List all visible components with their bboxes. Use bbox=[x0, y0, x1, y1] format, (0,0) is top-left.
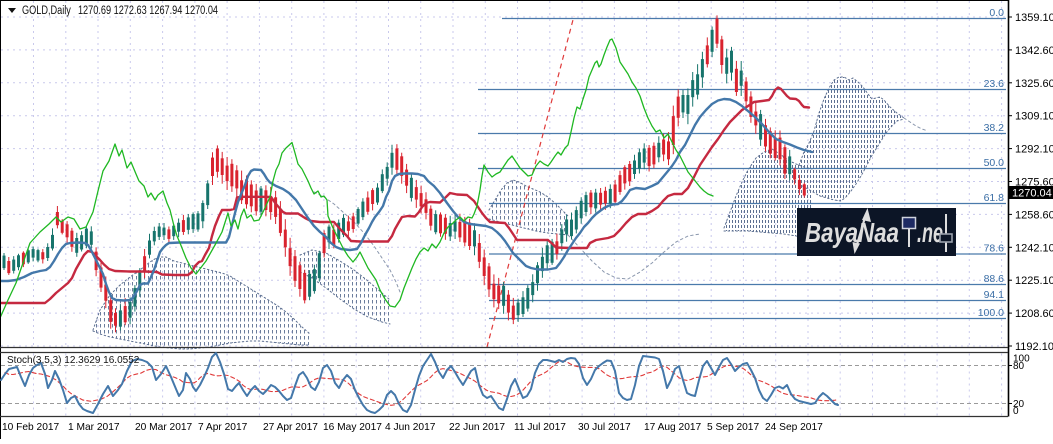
svg-text:1292.10: 1292.10 bbox=[1015, 144, 1053, 156]
svg-text:1192.10: 1192.10 bbox=[1015, 341, 1053, 353]
svg-text:1242.10: 1242.10 bbox=[1015, 242, 1053, 254]
svg-text:61.8: 61.8 bbox=[984, 192, 1005, 204]
svg-text:1225.10: 1225.10 bbox=[1015, 275, 1053, 287]
svg-text:1270.04: 1270.04 bbox=[1012, 188, 1052, 200]
svg-text:1275.60: 1275.60 bbox=[1015, 177, 1053, 189]
svg-text:1359.10: 1359.10 bbox=[1015, 12, 1053, 24]
svg-text:1 Mar 2017: 1 Mar 2017 bbox=[68, 422, 120, 433]
svg-text:22 Jun 2017: 22 Jun 2017 bbox=[449, 422, 505, 433]
svg-text:88.6: 88.6 bbox=[984, 273, 1005, 285]
svg-text:.ne: .ne bbox=[917, 217, 943, 248]
svg-text:1342.60: 1342.60 bbox=[1015, 45, 1053, 57]
svg-text:20: 20 bbox=[1013, 399, 1025, 410]
svg-text:30 Jul 2017: 30 Jul 2017 bbox=[578, 422, 631, 433]
svg-text:78.6: 78.6 bbox=[984, 243, 1005, 255]
svg-text:1258.60: 1258.60 bbox=[1015, 209, 1053, 221]
svg-text:1309.10: 1309.10 bbox=[1015, 111, 1053, 123]
svg-text:0: 0 bbox=[1013, 406, 1019, 417]
svg-text:Stoch(3,5,3) 12.3629 16.0552: Stoch(3,5,3) 12.3629 16.0552 bbox=[7, 355, 140, 366]
svg-text:50.0: 50.0 bbox=[984, 157, 1005, 169]
svg-text:BayaNaa: BayaNaa bbox=[805, 217, 899, 248]
svg-text:100: 100 bbox=[1013, 354, 1030, 365]
svg-text:4 Jun 2017: 4 Jun 2017 bbox=[385, 422, 436, 433]
svg-text:16 May 2017: 16 May 2017 bbox=[323, 422, 382, 433]
svg-text:24 Sep 2017: 24 Sep 2017 bbox=[765, 422, 823, 433]
svg-text:GOLD,Daily 1270.69 1272.63 12: GOLD,Daily 1270.69 1272.63 1267.94 1270.… bbox=[22, 5, 218, 17]
svg-text:100.0: 100.0 bbox=[978, 307, 1004, 319]
svg-text:80: 80 bbox=[1013, 361, 1025, 372]
svg-text:0.0: 0.0 bbox=[989, 7, 1004, 19]
svg-text:11 Jul 2017: 11 Jul 2017 bbox=[514, 422, 566, 433]
svg-text:1325.60: 1325.60 bbox=[1015, 78, 1053, 90]
svg-text:23.6: 23.6 bbox=[984, 78, 1005, 90]
svg-text:10 Feb 2017: 10 Feb 2017 bbox=[2, 422, 60, 433]
svg-text:1208.60: 1208.60 bbox=[1015, 308, 1053, 320]
svg-text:7 Apr 2017: 7 Apr 2017 bbox=[198, 422, 248, 433]
svg-text:27 Apr 2017: 27 Apr 2017 bbox=[263, 422, 318, 433]
svg-text:17 Aug 2017: 17 Aug 2017 bbox=[644, 422, 702, 433]
svg-text:38.2: 38.2 bbox=[984, 122, 1005, 134]
svg-text:5 Sep 2017: 5 Sep 2017 bbox=[707, 422, 759, 433]
svg-text:94.1: 94.1 bbox=[984, 289, 1005, 301]
svg-text:20 Mar 2017: 20 Mar 2017 bbox=[135, 422, 193, 433]
